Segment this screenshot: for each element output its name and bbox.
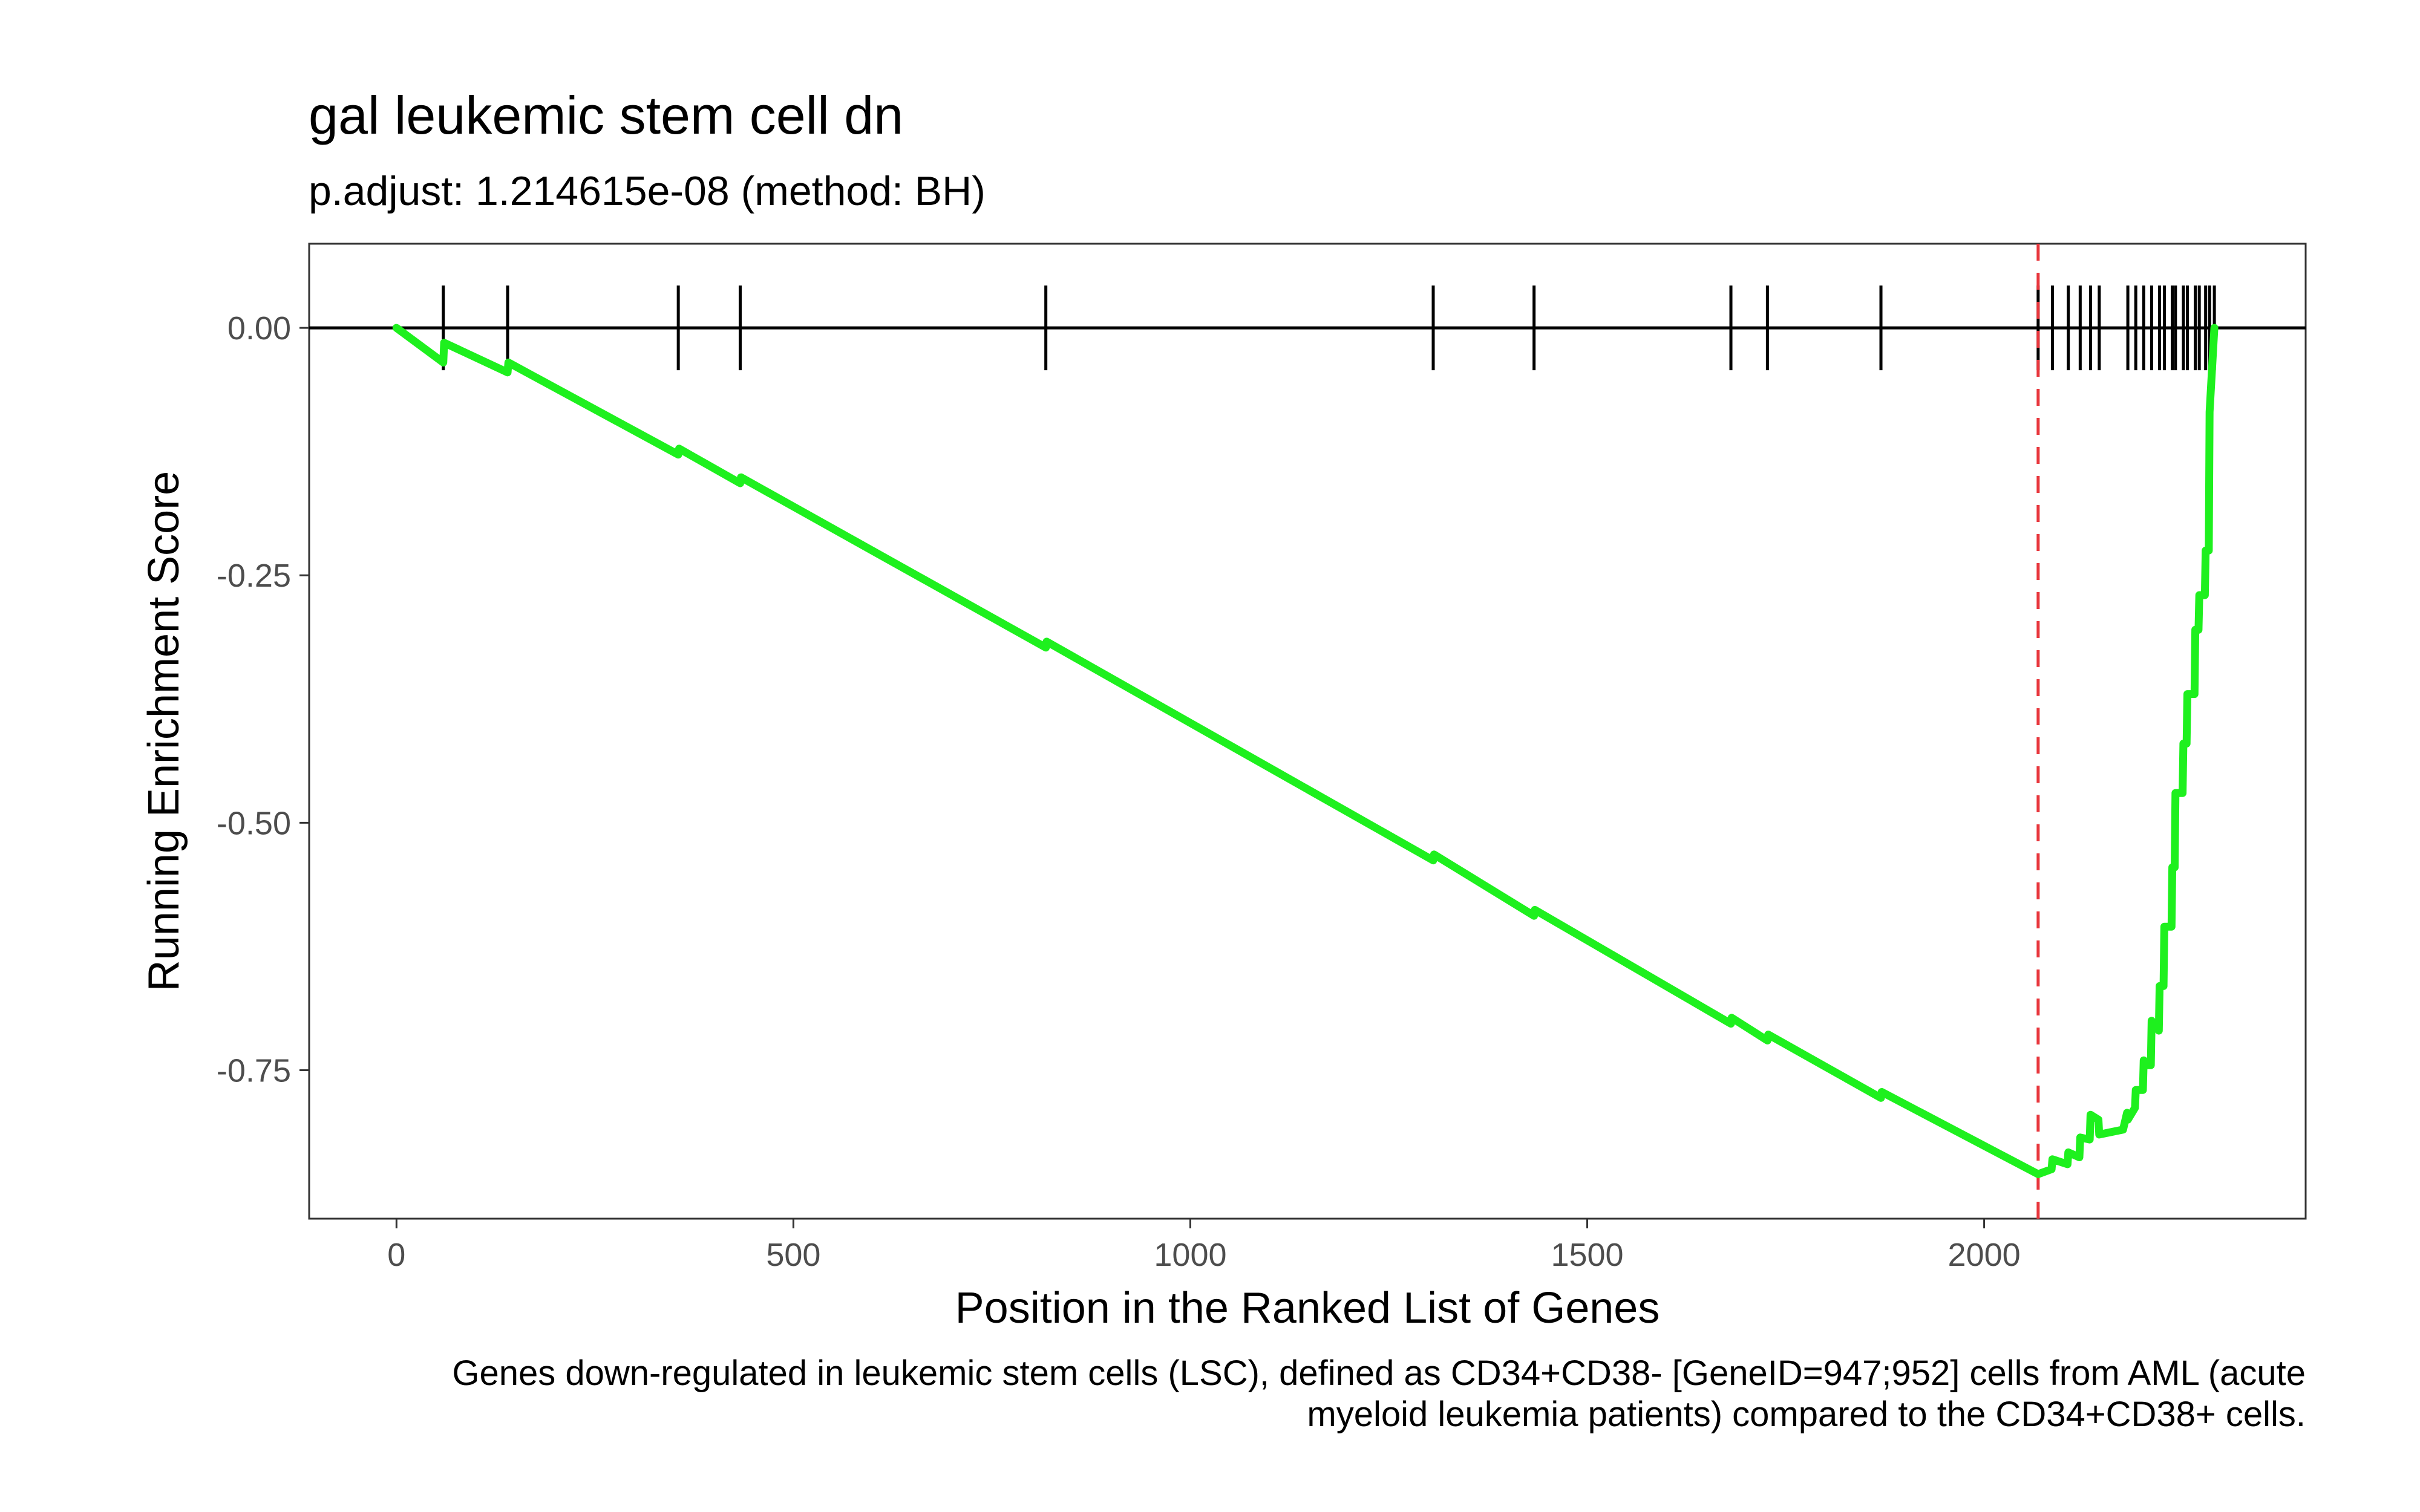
x-axis: 0 500 1000 1500 2000 — [387, 1219, 2021, 1273]
plot-panel — [308, 243, 2307, 1220]
y-tick-label: -0.50 — [217, 805, 291, 841]
caption-line-1: Genes down-regulated in leukemic stem ce… — [452, 1354, 2306, 1393]
chart-title: gal leukemic stem cell dn — [309, 85, 903, 145]
chart-subtitle: p.adjust: 1.214615e-08 (method: BH) — [309, 168, 986, 214]
x-tick-label: 1000 — [1154, 1237, 1226, 1273]
running-enrichment-score-line — [392, 324, 2219, 1178]
y-tick-label: -0.25 — [217, 558, 291, 594]
x-tick-label: 0 — [387, 1237, 405, 1273]
caption-line-2: myeloid leukemia patients) compared to t… — [1307, 1395, 2306, 1434]
y-axis-label: Running Enrichment Score — [140, 471, 188, 991]
x-axis-label: Position in the Ranked List of Genes — [955, 1284, 1660, 1332]
x-tick-label: 1500 — [1551, 1237, 1623, 1273]
y-tick-label: -0.75 — [217, 1053, 291, 1089]
y-tick-label: 0.00 — [227, 310, 291, 347]
x-tick-label: 2000 — [1948, 1237, 2021, 1273]
x-tick-label: 500 — [766, 1237, 820, 1273]
y-axis: 0.00 -0.25 -0.50 -0.75 — [217, 310, 309, 1089]
